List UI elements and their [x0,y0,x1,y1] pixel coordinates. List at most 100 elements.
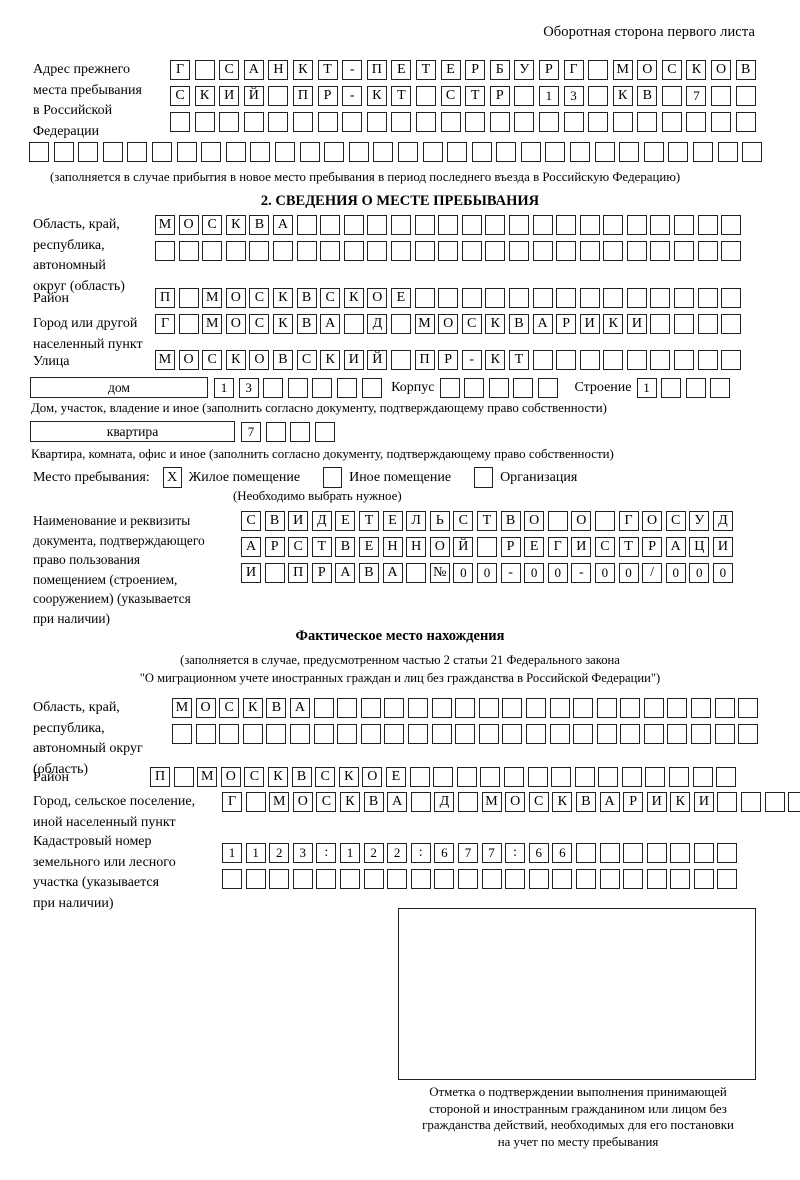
flat-row[interactable]: квартира 7 [30,421,339,442]
grid-cell[interactable]: Г [547,537,568,557]
grid-cell[interactable] [390,350,411,370]
grid-cell[interactable]: 6 [528,843,549,863]
grid-cell[interactable]: В [291,767,312,787]
grid-cell[interactable]: Д [434,792,455,812]
grid-cell[interactable] [674,215,695,235]
grid-cell[interactable]: Й [453,537,474,557]
grid-cell[interactable] [496,142,517,162]
grid-cell[interactable] [547,511,568,531]
grid-cell[interactable]: 0 [618,563,639,583]
grid-cell[interactable] [348,142,369,162]
grid-cell[interactable]: И [646,792,667,812]
grid-cell[interactable] [415,112,436,132]
grid-cell[interactable] [250,142,271,162]
grid-cell[interactable] [556,288,577,308]
grid-cell[interactable] [434,869,455,889]
grid-cell[interactable] [508,288,529,308]
grid-cell[interactable] [579,288,600,308]
grid-cell[interactable] [339,869,360,889]
grid-cell[interactable]: М [612,60,633,80]
grid-cell[interactable] [485,241,506,261]
stay-type-checkbox-3[interactable] [474,467,494,488]
grid-cell[interactable]: Й [367,350,388,370]
grid-cell[interactable] [643,142,664,162]
grid-cell[interactable] [176,142,197,162]
grid-cell[interactable] [296,241,317,261]
grid-cell[interactable]: В [249,215,270,235]
cadastral-row-2[interactable] [222,869,741,889]
grid-cell[interactable] [717,792,738,812]
grid-cell[interactable]: / [642,563,663,583]
grid-cell[interactable] [621,767,642,787]
grid-cell[interactable] [697,314,718,334]
grid-cell[interactable] [414,241,435,261]
grid-cell[interactable]: Т [358,511,379,531]
grid-cell[interactable]: Р [623,792,644,812]
house-cell[interactable] [287,377,308,398]
grid-cell[interactable] [476,537,497,557]
grid-cell[interactable] [367,215,388,235]
grid-cell[interactable]: О [178,350,199,370]
grid-cell[interactable] [693,843,714,863]
grid-cell[interactable] [219,724,240,744]
grid-cell[interactable]: С [296,350,317,370]
grid-cell[interactable]: В [575,792,596,812]
grid-cell[interactable] [549,724,570,744]
grid-cell[interactable] [373,142,394,162]
grid-cell[interactable] [579,215,600,235]
grid-cell[interactable]: А [241,537,261,557]
grid-cell[interactable]: Г [155,314,175,334]
grid-cell[interactable] [455,724,476,744]
grid-cell[interactable]: К [670,792,691,812]
grid-cell[interactable]: К [242,698,263,718]
grid-cell[interactable] [320,215,341,235]
grid-cell[interactable]: П [292,86,313,106]
grid-cell[interactable]: А [335,563,356,583]
grid-cell[interactable] [296,215,317,235]
grid-cell[interactable]: С [665,511,686,531]
grid-cell[interactable]: В [363,792,384,812]
grid-cell[interactable] [151,142,172,162]
grid-cell[interactable] [596,698,617,718]
grid-cell[interactable]: Е [524,537,545,557]
grid-cell[interactable] [407,698,428,718]
grid-cell[interactable]: К [612,86,633,106]
grid-cell[interactable]: К [485,314,506,334]
grid-cell[interactable] [343,241,364,261]
grid-cell[interactable]: К [272,288,293,308]
grid-cell[interactable]: А [387,792,408,812]
grid-cell[interactable] [697,215,718,235]
grid-cell[interactable] [503,767,524,787]
grid-cell[interactable]: С [661,60,682,80]
grid-cell[interactable] [603,215,624,235]
grid-cell[interactable] [716,767,737,787]
grid-cell[interactable] [225,142,246,162]
grid-cell[interactable] [693,142,714,162]
grid-cell[interactable] [596,724,617,744]
grid-cell[interactable]: Т [465,86,486,106]
house-box-label[interactable]: дом [30,377,208,398]
grid-cell[interactable]: О [711,60,732,80]
grid-cell[interactable]: Р [556,314,577,334]
grid-cell[interactable] [626,288,647,308]
grid-cell[interactable] [674,350,695,370]
grid-cell[interactable] [337,724,358,744]
grid-cell[interactable]: О [524,511,545,531]
grid-cell[interactable]: К [225,350,246,370]
grid-cell[interactable]: А [599,792,620,812]
grid-cell[interactable] [788,792,800,812]
grid-cell[interactable]: Р [317,86,338,106]
grid-cell[interactable] [245,869,266,889]
grid-cell[interactable]: Т [508,350,529,370]
grid-cell[interactable]: Р [264,537,285,557]
grid-cell[interactable]: С [219,698,240,718]
grid-cell[interactable]: О [637,60,658,80]
grid-cell[interactable] [623,843,644,863]
grid-cell[interactable] [410,792,431,812]
stroenie-cell[interactable] [685,377,706,398]
grid-cell[interactable] [447,142,468,162]
grid-cell[interactable] [478,698,499,718]
grid-cell[interactable] [525,698,546,718]
